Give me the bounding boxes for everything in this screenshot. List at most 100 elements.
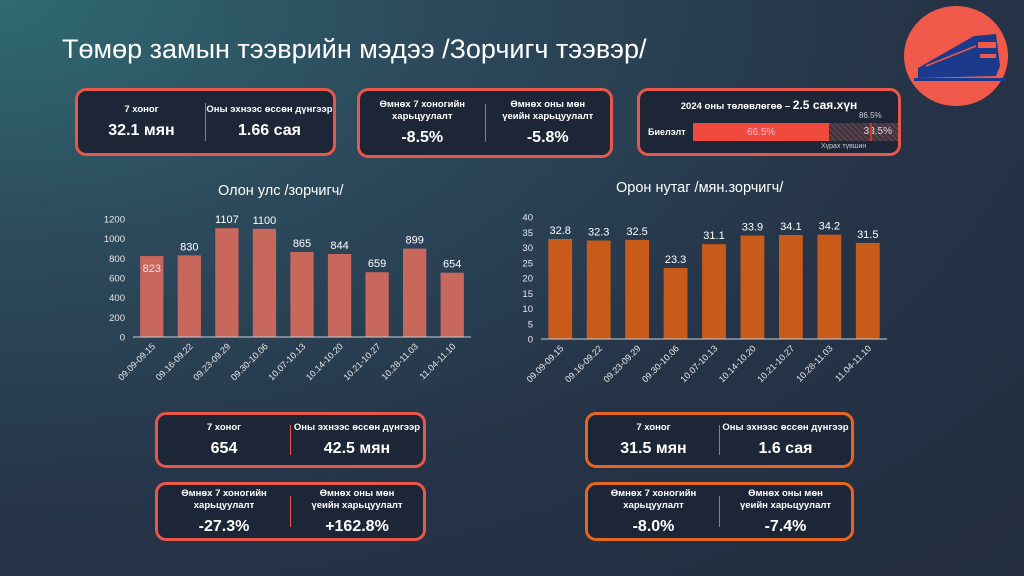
domestic-week-box: 7 хоног 31.5 мян Оны эхнээс өссөн дүнгээр… <box>585 412 854 468</box>
divider <box>205 103 206 141</box>
domestic-prev-year-value: -7.4% <box>764 517 807 535</box>
week-label: 7 хоног <box>124 104 159 115</box>
bar <box>252 228 277 337</box>
y-tick-label: 200 <box>109 313 125 324</box>
data-label: 32.8 <box>550 225 571 237</box>
intl-compare-box: Өмнөх 7 хоногийн харьцуулалт -27.3% Өмнөх… <box>155 482 426 541</box>
week-value: 32.1 мян <box>108 122 175 139</box>
bar <box>586 240 611 339</box>
x-tick-label: 10.07-10.13 <box>266 341 307 382</box>
intl-week-label: 7 хоног <box>206 422 242 433</box>
bar <box>177 255 201 337</box>
y-tick-label: 0 <box>120 333 125 344</box>
x-tick-label: 11.04-11.10 <box>833 343 873 383</box>
intl-prev-year-value: +162.8% <box>325 517 389 535</box>
domestic-week-value: 31.5 мян <box>620 440 687 457</box>
domestic-week-label: 7 хоног <box>636 422 671 433</box>
domestic-prev-week-label: Өмнөх 7 хоногийн харьцуулалт <box>610 487 697 511</box>
y-tick-label: 40 <box>522 213 533 224</box>
divider <box>484 103 486 143</box>
intl-week-box: 7 хоног 654 Оны эхнээс өссөн дүнгээр 42.5 … <box>155 412 426 468</box>
data-label: 31.1 <box>703 230 724 242</box>
plan-box: 2024 оны төлөвлөгөө – 2.5 сая.хүн Биелэл… <box>637 88 901 156</box>
y-tick-label: 20 <box>522 274 533 285</box>
bar <box>625 239 650 339</box>
y-tick-label: 30 <box>522 243 533 254</box>
divider <box>719 425 720 455</box>
x-tick-label: 09.09-09.15 <box>116 341 157 382</box>
y-tick-label: 15 <box>522 289 533 300</box>
x-tick-label: 09.23-09.29 <box>191 341 232 382</box>
y-tick-label: 400 <box>109 293 125 304</box>
domestic-chart-title: Орон нутаг /мян.зорчигч/ <box>616 180 784 196</box>
x-tick-label: 10.28-11.03 <box>380 341 421 382</box>
x-tick-label: 09.30-10.06 <box>640 343 681 384</box>
intl-week-value: 654 <box>210 440 238 457</box>
bar <box>548 238 573 339</box>
data-label: 899 <box>405 235 423 247</box>
x-tick-label: 09.23-09.29 <box>601 343 642 384</box>
bar <box>365 272 389 337</box>
x-tick-label: 09.16-09.22 <box>563 343 604 384</box>
x-tick-label: 10.14-10.20 <box>304 341 345 382</box>
bar <box>663 267 688 339</box>
y-tick-label: 10 <box>522 304 533 315</box>
domestic-ytd-value: 1.6 сая <box>758 440 813 457</box>
plan-target-label: 86.5% <box>858 111 882 120</box>
data-label: 844 <box>330 240 348 252</box>
prev-week-label: Өмнөх 7 хоногийн харьцуулалт <box>379 99 466 122</box>
data-label: 34.1 <box>780 221 801 233</box>
intl-prev-year-label: Өмнөх оны мөн үеийн харьцуулалт <box>311 487 403 511</box>
x-tick-label: 09.16-09.22 <box>154 341 195 382</box>
bar <box>740 235 765 339</box>
data-label: 32.3 <box>588 226 609 238</box>
x-tick-label: 10.14-10.20 <box>717 343 758 384</box>
y-tick-label: 1200 <box>104 215 125 226</box>
y-tick-label: 35 <box>522 228 533 239</box>
data-label: 31.5 <box>857 229 878 241</box>
x-tick-label: 10.21-10.27 <box>341 341 382 382</box>
domestic-bar-chart: 0 5 10 15 20 25 30 35 40 32.8 09.09-09.15 32.3 09.16… <box>522 213 887 384</box>
plan-title: 2024 оны төлөвлөгөө – <box>680 101 793 112</box>
bar <box>327 254 352 337</box>
plan-done-fill: 66.5% <box>693 123 830 141</box>
domestic-compare-box: Өмнөх 7 хоногийн харьцуулалт -8.0% Өмнөх … <box>585 482 854 541</box>
y-tick-label: 0 <box>528 335 533 346</box>
train-logo <box>904 6 1008 106</box>
data-label: 830 <box>180 241 198 253</box>
x-tick-label: 09.30-10.06 <box>229 341 270 382</box>
y-tick-label: 25 <box>522 258 533 269</box>
x-tick-label: 10.28-11.03 <box>794 343 835 384</box>
train-icon <box>914 34 1006 81</box>
intl-chart-title: Олон улс /зорчигч/ <box>218 183 344 199</box>
domestic-ytd-label: Оны эхнээс өссөн дүнгээр <box>722 422 849 433</box>
bar <box>290 251 314 337</box>
data-label: 1100 <box>253 215 277 227</box>
plan-progress-bar: 66.5% 33.5% 86.5% Хүрах түвшин <box>693 111 898 150</box>
x-tick-label: 11.04-11.10 <box>418 341 458 381</box>
intl-bar-chart: 0 200 400 600 800 1000 1200 823 09.09-09.15 830 09… <box>104 214 471 382</box>
y-tick-label: 800 <box>109 254 125 265</box>
divider <box>290 495 291 528</box>
bar <box>140 256 164 337</box>
data-label: 659 <box>368 258 386 270</box>
ytd-value: 1.66 сая <box>238 122 301 139</box>
prev-year-label: Өмнөх оны мөн үеийн харьцуулалт <box>502 99 594 122</box>
data-label: 34.2 <box>819 221 840 233</box>
divider <box>719 495 720 528</box>
bar <box>215 228 239 337</box>
intl-ytd-value: 42.5 мян <box>323 440 391 457</box>
plan-remaining-label: 33.5% <box>863 126 892 137</box>
plan-row-label: Биелэлт <box>648 127 686 137</box>
data-label: 1107 <box>215 214 239 226</box>
data-label: 32.5 <box>626 226 647 238</box>
data-label: 654 <box>443 259 461 271</box>
bar <box>817 234 842 339</box>
ytd-label: Оны эхнээс өссөн дүнгээр <box>206 104 333 115</box>
domestic-prev-week-value: -8.0% <box>632 517 675 535</box>
summary-week-box: 7 хоног 32.1 мян Оны эхнээс өссөн дүнгээр… <box>75 88 336 156</box>
y-tick-label: 5 <box>528 319 533 330</box>
bar <box>778 234 803 339</box>
bar <box>440 272 464 337</box>
divider <box>290 425 291 455</box>
